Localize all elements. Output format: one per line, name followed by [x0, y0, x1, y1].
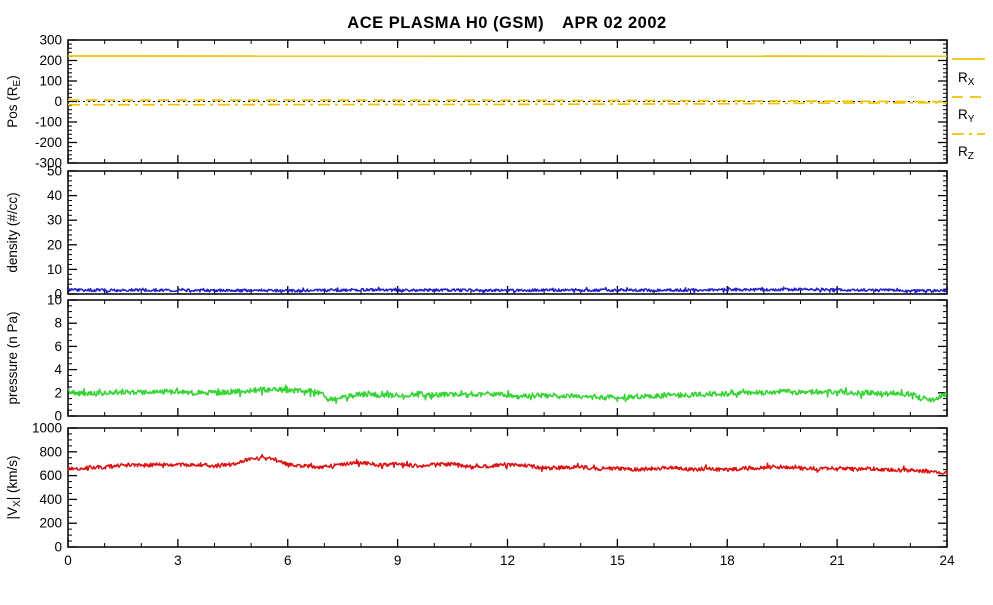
pressure-axis-title: pressure (n Pa) — [5, 311, 20, 404]
legend: RX RY RZ — [952, 59, 985, 162]
y-tick-label: 10 — [47, 293, 62, 308]
density-frame — [68, 171, 947, 294]
y-tick-label: 0 — [54, 540, 62, 555]
legend-entry-y: RY — [952, 97, 985, 125]
panel-vx: 0 200 400 600 800 1000 0 3 6 9 12 15 18 21 24 |VX| (km/… — [5, 421, 955, 569]
pos-axis-title: Pos (RE) — [5, 75, 23, 127]
vx-frame — [68, 428, 947, 547]
x-tick-label: 0 — [64, 553, 72, 568]
legend-label: RX — [958, 70, 975, 88]
legend-label: RY — [958, 107, 975, 125]
y-tick-label: 300 — [39, 33, 62, 48]
legend-entry-z: RZ — [952, 134, 985, 162]
y-tick-label: 200 — [39, 516, 62, 531]
x-tick-label: 9 — [394, 553, 402, 568]
y-tick-label: 400 — [39, 492, 62, 507]
y-tick-label: 30 — [47, 213, 62, 228]
y-tick-label: 10 — [47, 262, 62, 277]
x-tick-label: 3 — [174, 553, 182, 568]
y-tick-label: 50 — [47, 164, 62, 179]
y-tick-label: 6 — [54, 339, 62, 354]
x-tick-label: 12 — [500, 553, 515, 568]
x-tick-label: 6 — [284, 553, 292, 568]
y-tick-label: 0 — [54, 94, 62, 109]
x-tick-label: 18 — [720, 553, 735, 568]
x-tick-label: 24 — [939, 553, 955, 568]
series-vx-magnitude — [68, 455, 947, 475]
y-tick-label: 600 — [39, 468, 62, 483]
y-tick-label: 1000 — [32, 421, 62, 436]
y-tick-label: 100 — [39, 74, 62, 89]
y-tick-label: 2 — [54, 385, 62, 400]
plot-title-date: APR 02 2002 — [562, 14, 667, 32]
legend-label: RZ — [958, 144, 974, 162]
x-tick-label: 21 — [830, 553, 845, 568]
series-R_Z — [68, 103, 947, 105]
y-tick-label: 8 — [54, 316, 62, 331]
legend-entry-x: RX — [952, 59, 985, 88]
y-tick-label: 4 — [54, 362, 62, 377]
y-tick-label: 20 — [47, 237, 62, 252]
plot-title: ACE PLASMA H0 (GSM) APR 02 2002 — [347, 14, 666, 32]
y-tick-label: -200 — [35, 135, 62, 150]
pressure-frame — [68, 300, 947, 416]
y-tick-label: 40 — [47, 188, 62, 203]
series-flow-pressure — [68, 385, 947, 403]
x-tick-label: 15 — [610, 553, 625, 568]
y-tick-label: -100 — [35, 115, 62, 130]
y-tick-label: 200 — [39, 53, 62, 68]
vx-axis-title: |VX| (km/s) — [5, 456, 23, 520]
plot-title-instrument: ACE PLASMA H0 (GSM) — [347, 14, 544, 32]
y-tick-label: 800 — [39, 444, 62, 459]
density-axis-title: density (#/cc) — [5, 192, 20, 272]
